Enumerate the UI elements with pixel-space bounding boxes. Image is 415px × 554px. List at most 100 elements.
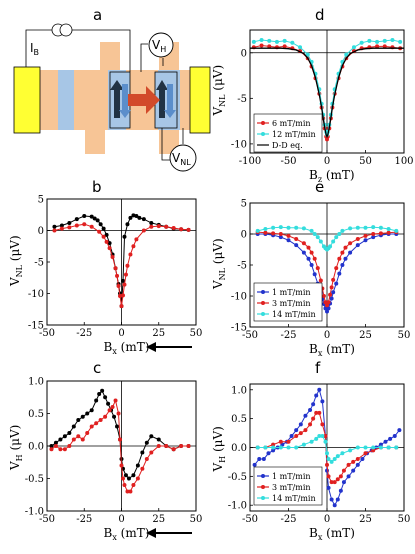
data-point — [126, 476, 131, 481]
data-point — [335, 477, 340, 482]
data-point — [343, 245, 348, 250]
data-point — [312, 256, 317, 261]
data-point — [271, 445, 276, 450]
data-point — [335, 454, 340, 459]
x-tick-label: -50 — [242, 514, 258, 525]
data-point — [89, 408, 94, 413]
data-point — [278, 445, 283, 450]
data-point — [92, 216, 97, 221]
data-point — [98, 222, 103, 227]
data-point — [128, 489, 133, 494]
data-point — [267, 44, 272, 49]
x-tick-label: -50 — [242, 330, 258, 341]
x-axis-label: Bx (mT) — [309, 342, 355, 358]
data-point — [149, 434, 154, 439]
data-point — [355, 457, 360, 462]
data-point — [82, 214, 87, 219]
data-point — [388, 436, 393, 441]
data-point — [320, 433, 325, 438]
data-point — [58, 447, 63, 452]
y-tick-label: 0 — [241, 230, 247, 241]
x-tick-label: -50 — [39, 328, 55, 339]
data-point — [135, 476, 140, 481]
data-point — [140, 450, 145, 455]
magnetization-down-arrow-2 — [164, 84, 176, 118]
data-point — [301, 442, 306, 447]
y-tick-label: 1.0 — [28, 377, 44, 388]
data-point — [335, 497, 340, 502]
data-point — [303, 428, 308, 433]
y-tick-label: 0.5 — [231, 414, 247, 425]
y-tick-label: 5 — [38, 195, 44, 206]
source-wire-right — [72, 29, 131, 72]
x-axis-label: Bx (mT) — [309, 526, 355, 542]
data-point — [298, 45, 303, 50]
data-point — [314, 393, 319, 398]
data-point — [118, 294, 123, 299]
data-point — [135, 463, 140, 468]
x-axis-label: Bx (mT) — [104, 340, 150, 356]
data-point — [334, 235, 339, 240]
data-point — [140, 466, 145, 471]
vh-label: VH — [152, 38, 166, 54]
data-point — [308, 422, 313, 427]
data-point — [348, 241, 353, 246]
x-tick-label: 25 — [152, 514, 165, 525]
data-point — [123, 272, 128, 277]
data-point — [367, 38, 372, 43]
y-tick-label: 5 — [241, 199, 247, 210]
chart-d: -100 -50 0 50 100 0 -5 -10 Bz (mT) VNL (μV) 6 mT/m… — [211, 29, 414, 184]
data-point — [337, 256, 342, 261]
data-point — [337, 232, 342, 236]
data-point — [118, 437, 123, 442]
data-point — [394, 445, 399, 450]
data-point — [320, 399, 325, 404]
sweep-arrow-head — [146, 528, 156, 538]
x-tick-label: -50 — [280, 156, 296, 167]
data-point — [74, 223, 79, 228]
data-point — [94, 421, 99, 426]
device-schematic: IB VH VNL — [13, 23, 211, 172]
data-point — [301, 226, 306, 231]
data-point — [266, 451, 271, 456]
data-point — [286, 225, 291, 230]
x-axis-label: Bx (mT) — [104, 526, 150, 542]
data-point — [71, 437, 76, 442]
data-point — [383, 439, 388, 444]
data-point — [325, 451, 329, 456]
data-point — [323, 439, 328, 444]
bottom-contact-right — [159, 128, 179, 154]
data-point — [123, 473, 128, 478]
data-point — [386, 227, 391, 232]
data-point — [149, 450, 154, 455]
x-tick-label: 100 — [394, 156, 413, 167]
data-point — [338, 474, 343, 479]
data-point — [179, 444, 184, 448]
data-point — [394, 228, 399, 233]
y-tick-label: -5 — [237, 94, 247, 105]
data-point — [351, 45, 356, 50]
data-point — [59, 223, 64, 228]
data-point — [323, 306, 328, 311]
data-point — [338, 488, 343, 493]
data-point — [67, 225, 72, 230]
data-point — [274, 39, 279, 44]
x-tick-label: 25 — [152, 328, 165, 339]
data-point — [122, 483, 127, 487]
data-point — [156, 437, 161, 442]
legend-entry: 1 mT/min — [272, 472, 311, 481]
data-point — [110, 405, 115, 409]
data-point — [325, 303, 329, 308]
legend-entry: 14 mT/min — [272, 310, 316, 319]
data-point — [351, 468, 356, 473]
data-point — [67, 431, 72, 435]
x-tick-label: 50 — [359, 156, 372, 167]
data-point — [255, 228, 260, 233]
data-point — [120, 293, 125, 298]
data-point — [186, 227, 191, 232]
data-point — [346, 474, 351, 479]
data-point — [331, 277, 336, 282]
legend-box — [253, 466, 323, 506]
data-point — [128, 252, 133, 257]
